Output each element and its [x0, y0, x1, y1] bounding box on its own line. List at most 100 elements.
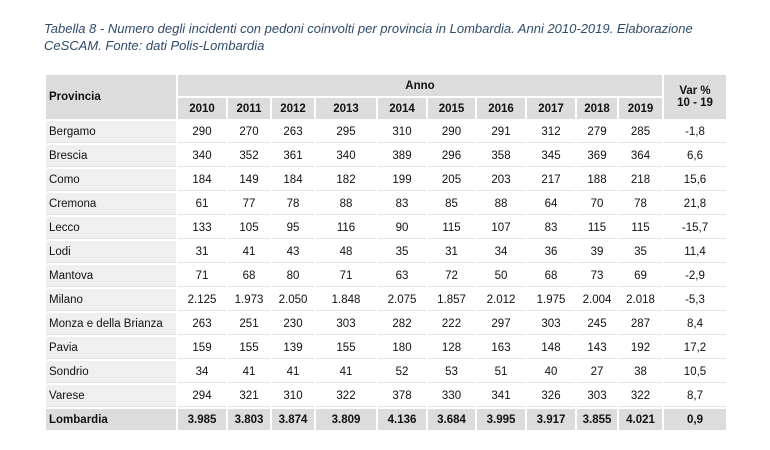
year-value: 312 — [527, 121, 575, 143]
table-row: Pavia 159 155 139 155 180 128 163 148 143 192 17,2 — [46, 337, 726, 359]
year-value: 34 — [178, 361, 226, 383]
header-year: 2013 — [316, 98, 376, 119]
year-value: 203 — [477, 169, 525, 191]
year-value: 389 — [378, 145, 426, 167]
year-value: 41 — [228, 361, 270, 383]
table-row: Mantova 71 68 80 71 63 72 50 68 73 69 -2,9 — [46, 265, 726, 287]
year-value: 222 — [428, 313, 475, 335]
province-name: Mantova — [46, 265, 176, 287]
province-name: Lombardia — [46, 409, 176, 430]
table-row: Brescia 340 352 361 340 389 296 358 345 369 364 6,6 — [46, 145, 726, 167]
header-year: 2011 — [228, 98, 270, 119]
year-value: 263 — [272, 121, 314, 143]
year-value: 326 — [527, 385, 575, 407]
year-value: 340 — [316, 145, 376, 167]
year-value: 3.995 — [477, 409, 525, 430]
year-value: 369 — [577, 145, 617, 167]
year-value: 295 — [316, 121, 376, 143]
year-header-row: 2010 2011 2012 2013 2014 2015 2016 2017 2018 2019 — [46, 98, 726, 119]
year-value: 2.125 — [178, 289, 226, 311]
header-year: 2010 — [178, 98, 226, 119]
table-row: Sondrio 34 41 41 41 52 53 51 40 27 38 10,5 — [46, 361, 726, 383]
year-value: 290 — [428, 121, 475, 143]
year-value: 303 — [316, 313, 376, 335]
year-value: 1.975 — [527, 289, 575, 311]
year-value: 188 — [577, 169, 617, 191]
var-percent: 17,2 — [664, 337, 726, 359]
var-percent: 10,5 — [664, 361, 726, 383]
year-value: 1.848 — [316, 289, 376, 311]
year-value: 3.803 — [228, 409, 270, 430]
table-row: Bergamo 290 270 263 295 310 290 291 312 279 285 -1,… — [46, 121, 726, 143]
year-value: 321 — [228, 385, 270, 407]
year-value: 159 — [178, 337, 226, 359]
table-row: Lodi 31 41 43 48 35 31 34 36 39 35 11,4 — [46, 241, 726, 263]
province-name: Como — [46, 169, 176, 191]
year-value: 192 — [619, 337, 662, 359]
header-year: 2019 — [619, 98, 662, 119]
year-value: 116 — [316, 217, 376, 239]
table-row: Lecco 133 105 95 116 90 115 107 83 115 115 -15,7 — [46, 217, 726, 239]
year-value: 218 — [619, 169, 662, 191]
year-value: 205 — [428, 169, 475, 191]
year-value: 352 — [228, 145, 270, 167]
year-value: 341 — [477, 385, 525, 407]
var-percent: -2,9 — [664, 265, 726, 287]
table-body: Bergamo 290 270 263 295 310 290 291 312 279 285 -1,… — [46, 121, 726, 430]
year-value: 2.004 — [577, 289, 617, 311]
year-value: 78 — [619, 193, 662, 215]
year-value: 263 — [178, 313, 226, 335]
table-row: Milano 2.125 1.973 2.050 1.848 2.075 1.857 2.01… — [46, 289, 726, 311]
year-value: 40 — [527, 361, 575, 383]
year-value: 95 — [272, 217, 314, 239]
var-percent: 8,4 — [664, 313, 726, 335]
year-value: 279 — [577, 121, 617, 143]
var-percent: 21,8 — [664, 193, 726, 215]
year-value: 41 — [272, 361, 314, 383]
year-value: 64 — [527, 193, 575, 215]
year-value: 52 — [378, 361, 426, 383]
var-percent: -5,3 — [664, 289, 726, 311]
year-value: 31 — [428, 241, 475, 263]
year-value: 115 — [577, 217, 617, 239]
province-name: Varese — [46, 385, 176, 407]
year-value: 71 — [178, 265, 226, 287]
year-value: 322 — [619, 385, 662, 407]
year-value: 251 — [228, 313, 270, 335]
year-value: 78 — [272, 193, 314, 215]
year-value: 143 — [577, 337, 617, 359]
header-var: Var % 10 - 19 — [664, 75, 726, 119]
year-value: 3.917 — [527, 409, 575, 430]
year-value: 3.985 — [178, 409, 226, 430]
year-value: 31 — [178, 241, 226, 263]
province-name: Sondrio — [46, 361, 176, 383]
year-value: 88 — [316, 193, 376, 215]
year-value: 2.050 — [272, 289, 314, 311]
table-row: Como 184 149 184 182 199 205 203 217 188 218 15,6 — [46, 169, 726, 191]
year-value: 310 — [272, 385, 314, 407]
year-value: 217 — [527, 169, 575, 191]
header-year: 2014 — [378, 98, 426, 119]
year-value: 340 — [178, 145, 226, 167]
year-value: 70 — [577, 193, 617, 215]
total-row: Lombardia 3.985 3.803 3.874 3.809 4.136 3.684 3… — [46, 409, 726, 430]
year-value: 51 — [477, 361, 525, 383]
year-value: 4.136 — [378, 409, 426, 430]
year-value: 4.021 — [619, 409, 662, 430]
year-value: 63 — [378, 265, 426, 287]
table-caption: Tabella 8 - Numero degli incidenti con p… — [44, 21, 693, 53]
year-value: 50 — [477, 265, 525, 287]
province-name: Bergamo — [46, 121, 176, 143]
table-row: Varese 294 321 310 322 378 330 341 326 303 322 8,7 — [46, 385, 726, 407]
year-value: 41 — [228, 241, 270, 263]
var-percent: 6,6 — [664, 145, 726, 167]
year-value: 3.684 — [428, 409, 475, 430]
header-anno: Anno — [178, 75, 662, 96]
year-value: 88 — [477, 193, 525, 215]
var-percent: 0,9 — [664, 409, 726, 430]
year-value: 184 — [272, 169, 314, 191]
year-value: 330 — [428, 385, 475, 407]
year-value: 39 — [577, 241, 617, 263]
year-value: 2.012 — [477, 289, 525, 311]
year-value: 199 — [378, 169, 426, 191]
